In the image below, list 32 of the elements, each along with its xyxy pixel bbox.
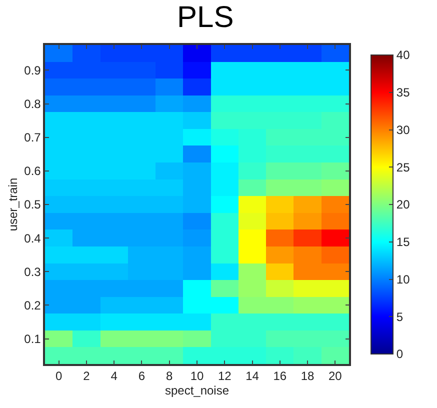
color-bar-label: 10 <box>396 272 410 286</box>
y-tick-label: 0.2 <box>24 298 42 312</box>
y-tick-label: 0.9 <box>24 63 42 78</box>
color-bar-label: 20 <box>396 198 410 212</box>
y-tick-label: 0.3 <box>24 264 42 279</box>
x-tick-label: 14 <box>246 369 260 384</box>
x-tick-label: 18 <box>300 369 315 384</box>
color-bar-label: 40 <box>396 48 410 62</box>
y-tick-label: 0.7 <box>24 130 42 145</box>
y-tick-label: 0.4 <box>24 231 42 246</box>
y-tick-label: 0.5 <box>24 198 42 212</box>
x-tick-label: 16 <box>273 369 287 384</box>
x-tick-label: 2 <box>83 369 90 384</box>
color-bar-label: 25 <box>396 160 410 174</box>
y-tick-label: 0.8 <box>24 96 42 111</box>
chart-title: PLS <box>177 1 234 34</box>
x-axis-title: spect_noise <box>164 384 230 398</box>
y-tick-label: 0.6 <box>24 164 42 178</box>
color-bar-label: 0 <box>396 347 404 362</box>
x-tick-label: 6 <box>138 369 146 384</box>
color-bar-label: 5 <box>396 310 404 324</box>
color-bar-label: 35 <box>396 86 410 100</box>
x-tick-label: 0 <box>55 369 62 384</box>
x-tick-label: 4 <box>110 369 118 384</box>
color-bar-label: 15 <box>396 235 410 250</box>
x-tick-label: 12 <box>218 369 232 384</box>
x-tick-label: 8 <box>166 369 174 384</box>
y-tick-label: 0.1 <box>24 332 42 346</box>
x-tick-label: 10 <box>190 369 204 384</box>
color-bar-label: 30 <box>396 122 410 137</box>
y-axis-title: user_train <box>6 178 20 232</box>
x-tick-label: 20 <box>328 369 342 384</box>
